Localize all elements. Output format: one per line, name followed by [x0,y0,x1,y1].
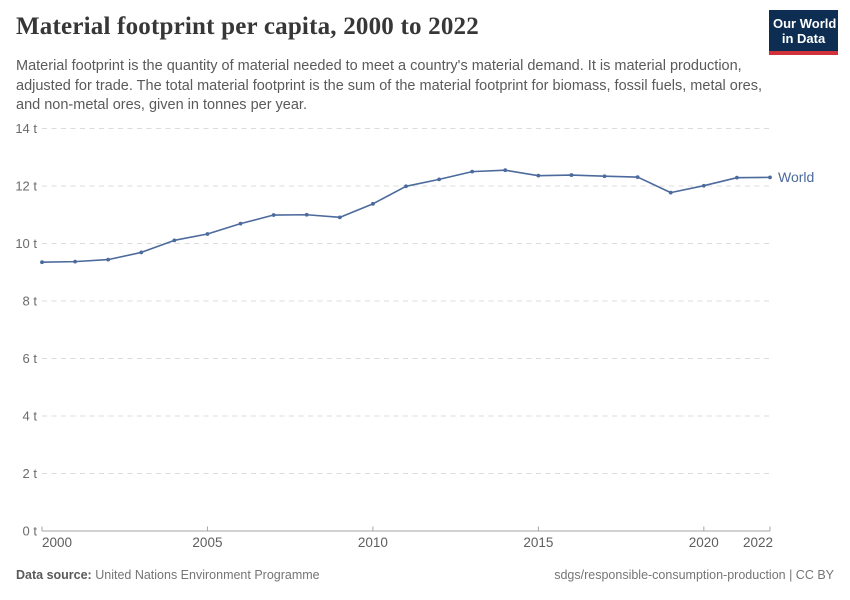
y-tick-label: 10 t [15,236,37,251]
data-point[interactable] [668,190,673,195]
x-tick-label: 2005 [192,535,222,550]
license-note: sdgs/responsible-consumption-production … [554,568,834,582]
y-tick-label: 4 t [23,409,38,424]
x-tick-label: 2000 [42,535,72,550]
data-point[interactable] [371,201,375,206]
data-source: Data source: United Nations Environment … [16,568,320,582]
data-point[interactable] [73,259,77,264]
x-tick-label: 2020 [689,535,719,550]
y-tick-label: 14 t [15,121,37,136]
data-point[interactable] [768,175,772,180]
page-title: Material footprint per capita, 2000 to 2… [16,13,479,40]
data-point[interactable] [106,257,111,262]
chart-footer: Data source: United Nations Environment … [16,568,834,582]
data-point[interactable] [238,221,243,226]
owid-logo-line1: Our World [773,16,837,31]
x-tick-label: 2015 [523,535,553,550]
series-label[interactable]: World [778,169,814,185]
y-tick-label: 12 t [15,179,37,194]
data-point[interactable] [172,238,177,243]
data-point[interactable] [470,169,475,174]
y-tick-label: 0 t [23,524,38,539]
data-point[interactable] [139,250,144,255]
data-point[interactable] [271,213,276,217]
data-source-label: Data source: [16,568,92,582]
chart-subtitle: Material footprint is the quantity of ma… [16,58,763,113]
owid-logo-line2: in Data [781,31,826,46]
data-point[interactable] [304,212,309,217]
y-tick-label: 2 t [23,466,38,481]
data-source-value: United Nations Environment Programme [95,568,320,582]
data-point[interactable] [404,184,408,189]
data-point[interactable] [635,175,640,179]
data-point[interactable] [701,183,706,188]
data-point[interactable] [735,175,739,180]
data-point[interactable] [337,215,342,220]
data-point[interactable] [205,232,210,236]
data-point[interactable] [536,173,541,178]
data-point[interactable] [40,260,44,265]
y-tick-label: 8 t [23,294,38,309]
data-point[interactable] [602,174,607,179]
y-tick-label: 6 t [23,351,38,366]
x-tick-label: 2022 [743,535,773,550]
owid-logo[interactable]: Our World in Data [769,10,838,55]
data-point[interactable] [437,177,441,182]
data-point[interactable] [569,173,574,177]
data-point[interactable] [503,168,508,173]
chart-svg[interactable]: 0 t 2 t 4 t 6 t 8 t 10 t 12 t 14 t 2000 2005 2010 2… [0,118,850,560]
x-tick-label: 2010 [358,535,388,550]
chart-line[interactable] [41,169,771,263]
